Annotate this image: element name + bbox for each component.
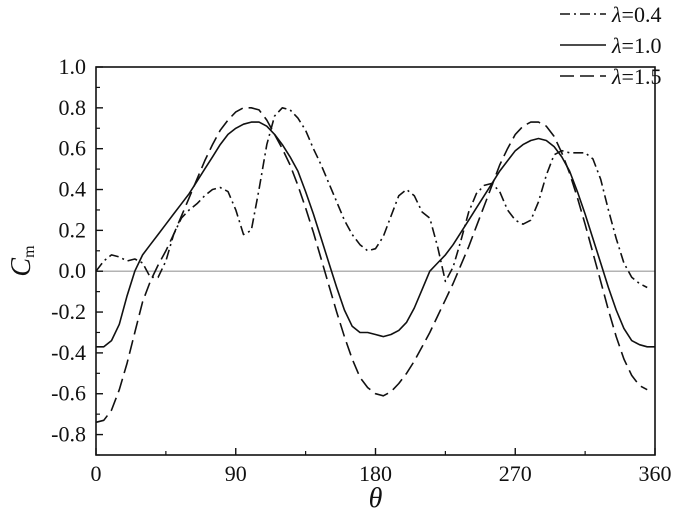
y-tick-label: 1.0 [59, 54, 87, 79]
y-axis-title-main: C [6, 258, 37, 277]
x-tick-label: 270 [499, 461, 532, 486]
y-tick-label: -0.8 [51, 422, 86, 447]
y-tick-label: 0.0 [59, 258, 87, 283]
legend-value: =1.5 [622, 64, 662, 89]
x-axis-title: θ [369, 483, 383, 514]
y-tick-label: 0.4 [59, 177, 87, 202]
x-tick-label: 180 [359, 461, 392, 486]
series-line-0 [95, 107, 648, 289]
y-tick-label: 0.6 [59, 136, 87, 161]
y-tick-label: -0.2 [51, 299, 86, 324]
legend-label-2: λ=1.5 [611, 64, 661, 89]
y-axis-title-subscript: m [21, 245, 38, 258]
legend-value: =0.4 [622, 2, 662, 27]
y-ticks: -0.8 -0.6 -0.4 -0.2 0.0 0.2 0.4 0.6 0.8 1.0 [51, 54, 103, 456]
x-ticks: 0 90 180 270 360 [91, 448, 672, 486]
plot-frame [95, 66, 656, 456]
axis-layer [95, 66, 656, 456]
series-layer [95, 107, 655, 424]
series-line-2 [95, 107, 648, 424]
y-tick-label: 0.2 [59, 217, 87, 242]
x-tick-label: 0 [91, 461, 102, 486]
legend-symbol: λ [611, 33, 622, 58]
x-tick-label: 90 [225, 461, 247, 486]
y-tick-label: 0.8 [59, 95, 87, 120]
legend-value: =1.0 [622, 33, 662, 58]
legend-label-0: λ=0.4 [611, 2, 661, 27]
y-tick-label: -0.6 [51, 381, 86, 406]
x-tick-label: 360 [639, 461, 672, 486]
y-tick-label: -0.4 [51, 340, 86, 365]
legend: λ=0.4λ=1.0λ=1.5 [560, 2, 661, 89]
series-line-1 [96, 121, 655, 348]
legend-label-1: λ=1.0 [611, 33, 661, 58]
legend-symbol: λ [611, 64, 622, 89]
y-axis-title: Cm [6, 245, 38, 277]
legend-symbol: λ [611, 2, 622, 27]
